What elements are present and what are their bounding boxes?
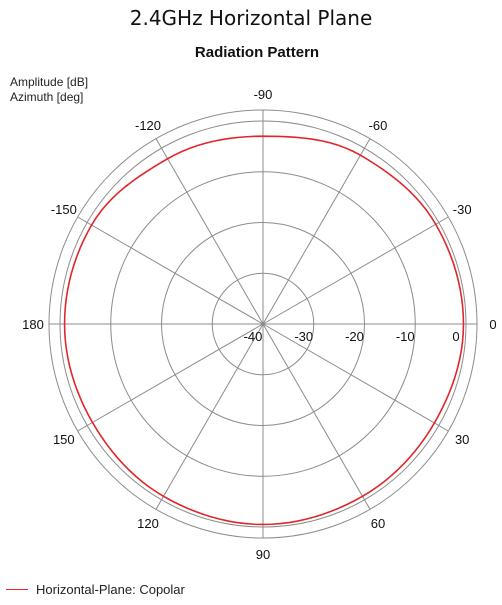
- radiation-pattern-plot: Radiation Pattern Amplitude [dB] Azimuth…: [10, 44, 497, 562]
- legend-label: Horizontal-Plane: Copolar: [36, 582, 185, 597]
- angular-tick-label: -60: [369, 118, 388, 133]
- series-trace: [63, 135, 465, 526]
- grid-spoke: [155, 323, 264, 510]
- angular-tick-label: 150: [53, 432, 75, 447]
- radial-tick-label: -30: [294, 329, 313, 344]
- legend: Horizontal-Plane: Copolar: [6, 582, 185, 597]
- grid-spoke: [77, 216, 264, 325]
- series-group: [63, 135, 465, 526]
- tick-labels: 0 -30 -60 -90 -120 -150 180 150 120 90 60 30 -40 -30 -…: [22, 87, 496, 562]
- polar-grid: [48, 109, 478, 539]
- angular-tick-label: -150: [51, 202, 77, 217]
- angular-tick-label: 90: [256, 547, 270, 562]
- radial-axis-label: Amplitude [dB]: [10, 75, 88, 89]
- grid-spoke: [77, 323, 264, 432]
- grid-spoke: [262, 323, 449, 432]
- radial-tick-label: 0: [452, 329, 459, 344]
- radial-tick-label: -20: [345, 329, 364, 344]
- legend-swatch: [6, 589, 28, 590]
- page-title: 2.4GHz Horizontal Plane: [129, 6, 373, 30]
- radial-tick-label: -40: [244, 329, 263, 344]
- angular-tick-label: -30: [453, 202, 472, 217]
- angular-tick-label: 30: [455, 432, 469, 447]
- angular-tick-label: 60: [371, 516, 385, 531]
- angular-tick-label: 0: [489, 317, 496, 332]
- chart-title: Radiation Pattern: [195, 44, 319, 61]
- grid-spoke: [155, 138, 264, 325]
- grid-spoke: [262, 216, 449, 325]
- grid-spoke: [262, 138, 371, 325]
- grid-spoke: [262, 323, 371, 510]
- radial-tick-label: -10: [396, 329, 415, 344]
- angular-tick-label: 120: [137, 516, 159, 531]
- angular-tick-label: -90: [254, 87, 273, 102]
- angular-axis-label: Azimuth [deg]: [10, 90, 83, 104]
- angular-tick-label: 180: [22, 317, 44, 332]
- angular-tick-label: -120: [135, 118, 161, 133]
